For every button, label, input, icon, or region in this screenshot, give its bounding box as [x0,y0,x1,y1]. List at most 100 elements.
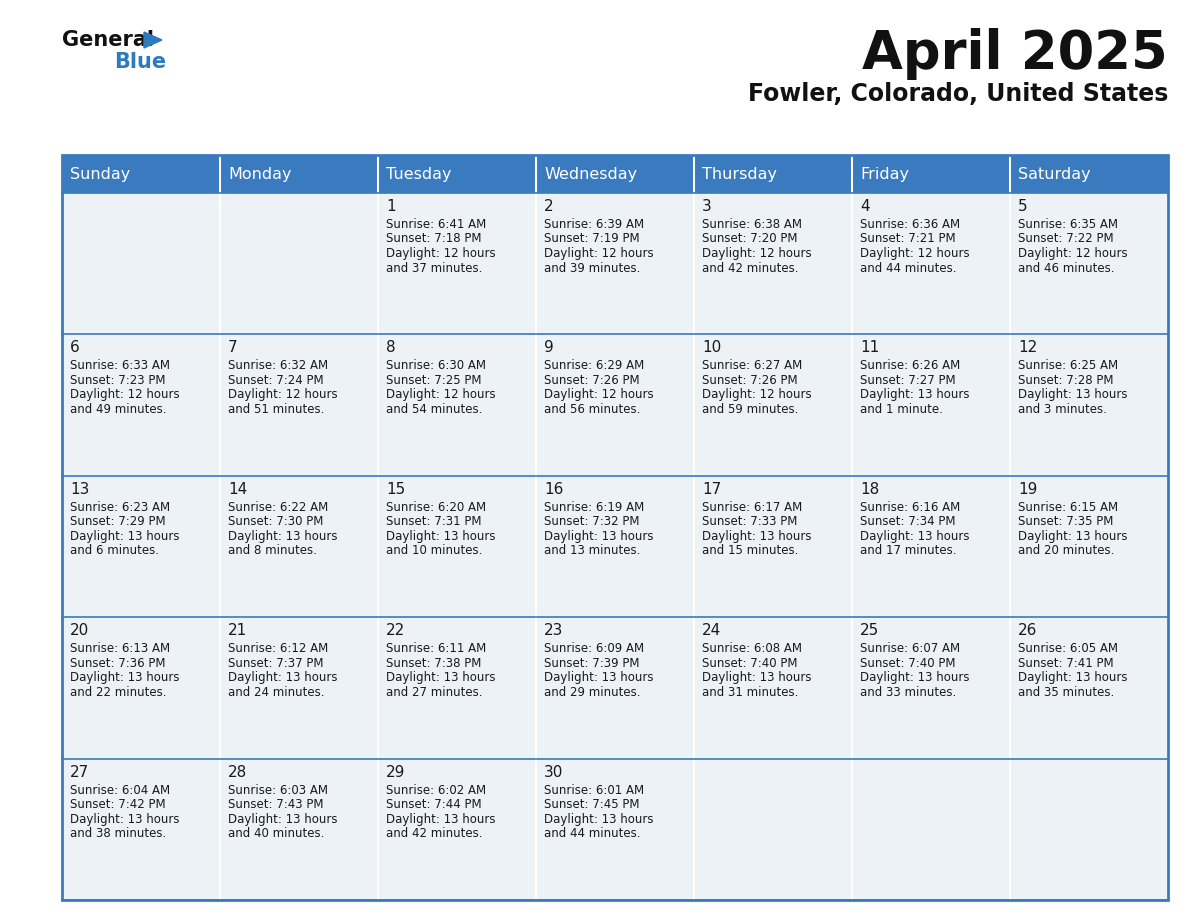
Bar [62,334,220,476]
Text: and 46 minutes.: and 46 minutes. [1018,262,1114,274]
Text: Sunrise: 6:30 AM: Sunrise: 6:30 AM [386,360,486,373]
Text: Sunrise: 6:15 AM: Sunrise: 6:15 AM [1018,501,1118,514]
Bar [852,155,1010,193]
Text: Sunset: 7:29 PM: Sunset: 7:29 PM [70,515,165,528]
Text: Sunset: 7:38 PM: Sunset: 7:38 PM [386,656,481,670]
Bar [1010,476,1168,617]
Text: Daylight: 13 hours: Daylight: 13 hours [1018,530,1127,543]
Text: and 44 minutes.: and 44 minutes. [544,827,640,840]
Text: and 37 minutes.: and 37 minutes. [386,262,482,274]
Text: Sunset: 7:36 PM: Sunset: 7:36 PM [70,656,165,670]
Text: and 59 minutes.: and 59 minutes. [702,403,798,416]
Text: and 35 minutes.: and 35 minutes. [1018,686,1114,699]
Text: Sunset: 7:30 PM: Sunset: 7:30 PM [228,515,323,528]
Text: Sunrise: 6:32 AM: Sunrise: 6:32 AM [228,360,328,373]
Text: 9: 9 [544,341,554,355]
Text: Sunrise: 6:13 AM: Sunrise: 6:13 AM [70,643,170,655]
Text: and 38 minutes.: and 38 minutes. [70,827,166,840]
Text: Sunset: 7:20 PM: Sunset: 7:20 PM [702,232,797,245]
Text: Sunrise: 6:09 AM: Sunrise: 6:09 AM [544,643,644,655]
Text: and 31 minutes.: and 31 minutes. [702,686,798,699]
Text: Sunset: 7:45 PM: Sunset: 7:45 PM [544,798,639,812]
Text: Daylight: 13 hours: Daylight: 13 hours [1018,671,1127,684]
Text: Sunset: 7:24 PM: Sunset: 7:24 PM [228,374,323,386]
Text: Sunrise: 6:04 AM: Sunrise: 6:04 AM [70,784,170,797]
Text: Sunrise: 6:22 AM: Sunrise: 6:22 AM [228,501,328,514]
Bar [1010,617,1168,758]
Text: and 13 minutes.: and 13 minutes. [544,544,640,557]
Bar [1010,155,1168,193]
Text: Sunrise: 6:26 AM: Sunrise: 6:26 AM [860,360,960,373]
Text: Daylight: 13 hours: Daylight: 13 hours [544,671,653,684]
Text: Sunrise: 6:29 AM: Sunrise: 6:29 AM [544,360,644,373]
Text: Daylight: 13 hours: Daylight: 13 hours [544,812,653,825]
Text: 26: 26 [1018,623,1037,638]
Text: and 20 minutes.: and 20 minutes. [1018,544,1114,557]
Text: Sunrise: 6:41 AM: Sunrise: 6:41 AM [386,218,486,231]
Text: 4: 4 [860,199,870,214]
Text: 6: 6 [70,341,80,355]
Bar [1010,758,1168,900]
Bar [378,617,536,758]
Text: Sunrise: 6:05 AM: Sunrise: 6:05 AM [1018,643,1118,655]
Text: Sunset: 7:23 PM: Sunset: 7:23 PM [70,374,165,386]
Text: Sunrise: 6:27 AM: Sunrise: 6:27 AM [702,360,802,373]
Text: Daylight: 13 hours: Daylight: 13 hours [228,812,337,825]
Text: Daylight: 13 hours: Daylight: 13 hours [860,388,969,401]
Bar [694,617,852,758]
Text: and 29 minutes.: and 29 minutes. [544,686,640,699]
Text: 18: 18 [860,482,879,497]
Text: Daylight: 13 hours: Daylight: 13 hours [386,671,495,684]
Bar [220,155,378,193]
Text: Sunset: 7:42 PM: Sunset: 7:42 PM [70,798,165,812]
Text: Saturday: Saturday [1018,166,1091,182]
Text: and 3 minutes.: and 3 minutes. [1018,403,1107,416]
Text: Daylight: 12 hours: Daylight: 12 hours [386,247,495,260]
Text: Daylight: 13 hours: Daylight: 13 hours [70,812,179,825]
Text: Daylight: 13 hours: Daylight: 13 hours [228,530,337,543]
Bar [220,476,378,617]
Text: 28: 28 [228,765,247,779]
Bar [852,617,1010,758]
Text: 13: 13 [70,482,89,497]
Text: Sunrise: 6:19 AM: Sunrise: 6:19 AM [544,501,644,514]
Text: Sunset: 7:26 PM: Sunset: 7:26 PM [544,374,639,386]
Bar [536,334,694,476]
Text: Sunset: 7:34 PM: Sunset: 7:34 PM [860,515,955,528]
Text: 23: 23 [544,623,563,638]
Text: Sunrise: 6:35 AM: Sunrise: 6:35 AM [1018,218,1118,231]
Text: Daylight: 12 hours: Daylight: 12 hours [70,388,179,401]
Text: Sunset: 7:25 PM: Sunset: 7:25 PM [386,374,481,386]
Text: Sunrise: 6:25 AM: Sunrise: 6:25 AM [1018,360,1118,373]
Bar [694,758,852,900]
Polygon shape [144,32,162,48]
Text: 14: 14 [228,482,247,497]
Bar [62,155,1168,900]
Bar [536,758,694,900]
Bar [536,617,694,758]
Text: Sunrise: 6:03 AM: Sunrise: 6:03 AM [228,784,328,797]
Text: Sunrise: 6:17 AM: Sunrise: 6:17 AM [702,501,802,514]
Bar [694,155,852,193]
Bar [1010,334,1168,476]
Text: Sunset: 7:28 PM: Sunset: 7:28 PM [1018,374,1113,386]
Text: 3: 3 [702,199,712,214]
Text: 29: 29 [386,765,405,779]
Text: Monday: Monday [228,166,291,182]
Bar [220,758,378,900]
Bar [62,193,220,334]
Text: Sunrise: 6:02 AM: Sunrise: 6:02 AM [386,784,486,797]
Text: Thursday: Thursday [702,166,777,182]
Text: 11: 11 [860,341,879,355]
Bar [378,758,536,900]
Text: Wednesday: Wednesday [544,166,637,182]
Text: and 1 minute.: and 1 minute. [860,403,943,416]
Text: and 6 minutes.: and 6 minutes. [70,544,159,557]
Text: Sunrise: 6:38 AM: Sunrise: 6:38 AM [702,218,802,231]
Text: Sunset: 7:27 PM: Sunset: 7:27 PM [860,374,955,386]
Text: 27: 27 [70,765,89,779]
Text: Sunset: 7:32 PM: Sunset: 7:32 PM [544,515,639,528]
Bar [62,155,220,193]
Text: Daylight: 12 hours: Daylight: 12 hours [702,247,811,260]
Text: April 2025: April 2025 [862,28,1168,80]
